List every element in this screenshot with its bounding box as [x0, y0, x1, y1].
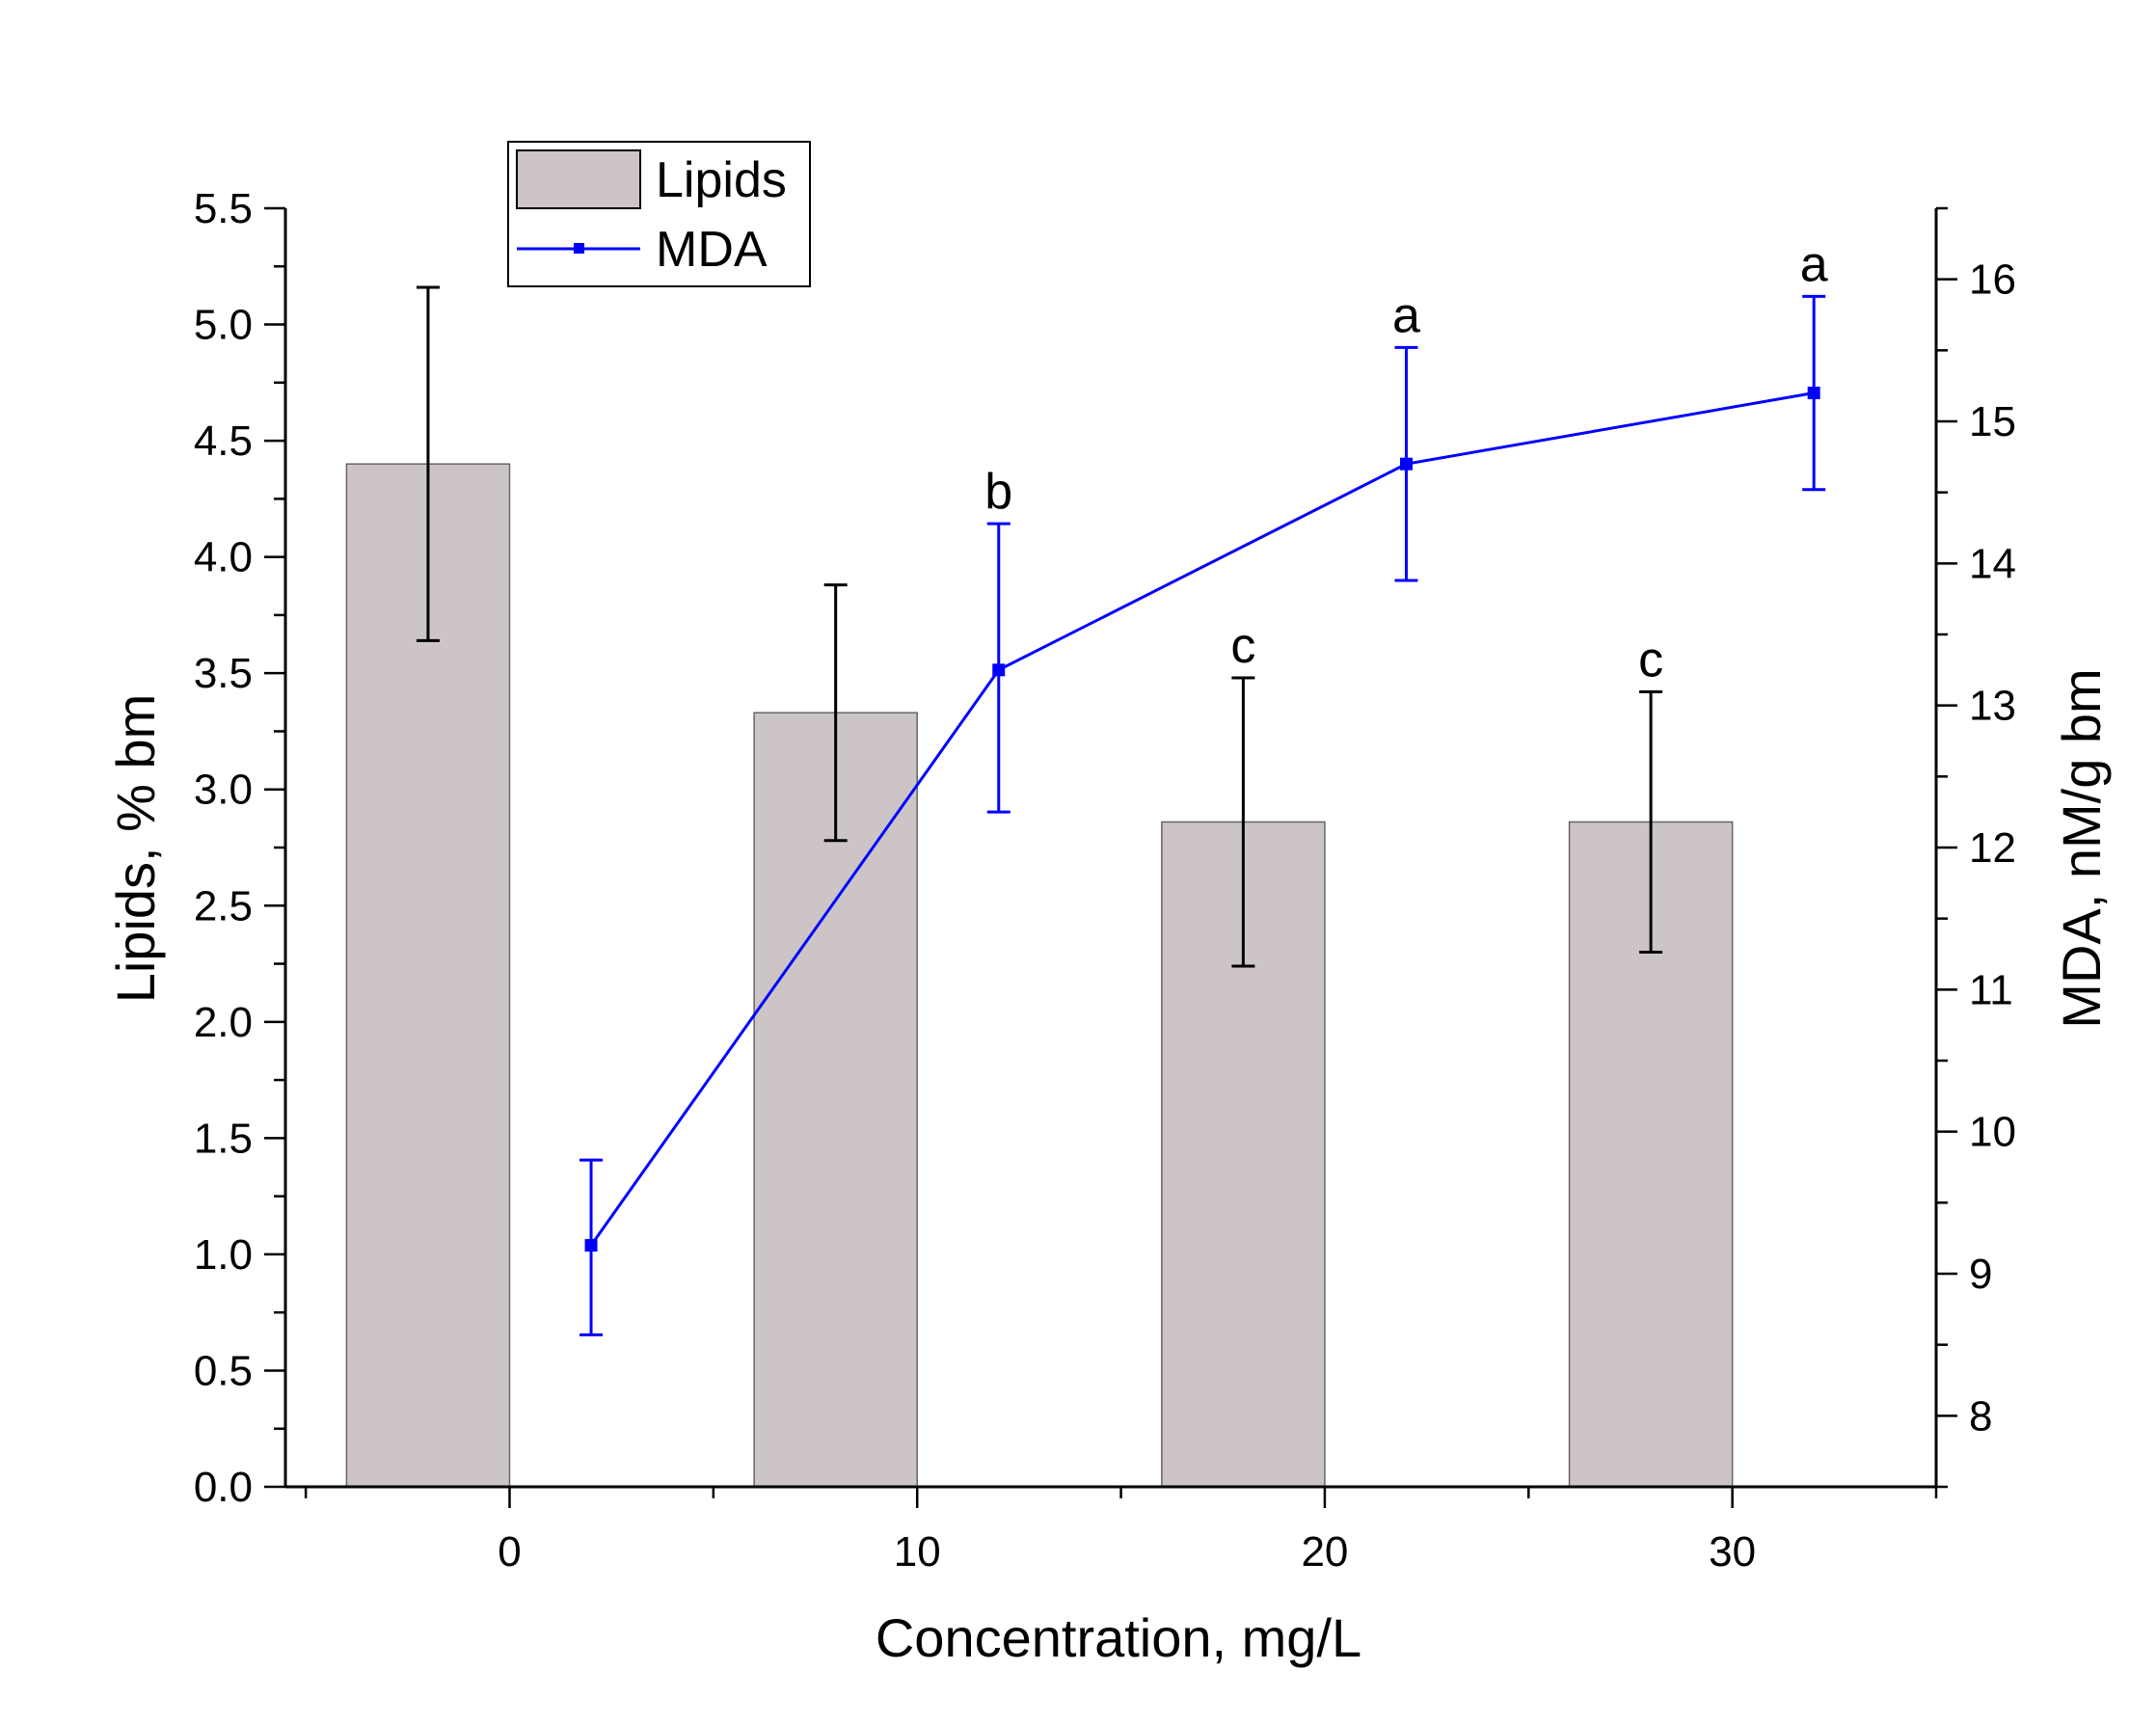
y-left-tick-label: 2.5: [194, 882, 253, 929]
y-axis-right-title: MDA, nM/g bm: [2051, 668, 2112, 1028]
mda-point-2: [1399, 457, 1413, 471]
y-left-tick-label: 3.5: [194, 650, 253, 697]
y-left-tick-label: 4.5: [194, 418, 253, 465]
mda-series-line: [589, 391, 1815, 1247]
y-left-tick-label: 3.0: [194, 767, 253, 814]
bar-layer: [345, 285, 1734, 1488]
y-right-tick-label: 8: [1969, 1392, 1992, 1440]
mda-sig-label-1: b: [984, 464, 1012, 520]
legend-swatch-mda-marker: [574, 243, 584, 254]
legend-label-mda: MDA: [656, 222, 768, 278]
y-right-tick-label: 11: [1969, 966, 2013, 1013]
y-left-tick-label: 4.0: [194, 534, 253, 581]
mda-sig-label-2: a: [1392, 287, 1420, 343]
y-right-tick-label: 10: [1969, 1109, 2016, 1156]
bar-sig-label-3: c: [1638, 632, 1663, 687]
y-right-tick-label: 12: [1969, 824, 2016, 872]
x-axis-title: Concentration, mg/L: [876, 1607, 1361, 1668]
x-tick-label: 20: [1301, 1528, 1348, 1576]
y-axis-left-title: Lipids, % bm: [105, 694, 166, 1004]
y-right-tick-label: 9: [1969, 1251, 1992, 1298]
mda-line-layer: [579, 294, 1826, 1336]
bar-sig-label-2: c: [1230, 618, 1255, 674]
legend-label-lipids: Lipids: [656, 152, 787, 208]
y-right-tick-label: 16: [1969, 256, 2016, 304]
mda-sig-label-3: a: [1800, 236, 1828, 292]
x-tick-label: 10: [894, 1528, 941, 1576]
x-tick-label: 30: [1709, 1528, 1756, 1576]
mda-point-0: [584, 1239, 598, 1253]
axes-layer: [264, 206, 1957, 1508]
y-left-tick-label: 1.0: [194, 1231, 253, 1279]
y-left-tick-label: 5.0: [194, 302, 253, 349]
y-left-tick-label: 1.5: [194, 1115, 253, 1162]
y-left-tick-label: 0.0: [194, 1464, 253, 1511]
legend-swatch-lipids: [516, 149, 641, 209]
mda-point-1: [992, 663, 1006, 677]
y-right-tick-label: 13: [1969, 683, 2016, 730]
mda-point-3: [1807, 387, 1820, 400]
y-right-tick-label: 15: [1969, 398, 2016, 445]
y-left-tick-label: 5.5: [194, 185, 253, 232]
x-tick-label: 0: [498, 1528, 521, 1576]
y-left-tick-label: 0.5: [194, 1347, 253, 1394]
y-left-tick-label: 2.0: [194, 999, 253, 1046]
y-right-tick-label: 14: [1969, 540, 2016, 587]
legend: Lipids MDA: [507, 141, 811, 287]
text-layer: Concentration, mg/L Lipids, % bm MDA, nM…: [105, 185, 2112, 1668]
